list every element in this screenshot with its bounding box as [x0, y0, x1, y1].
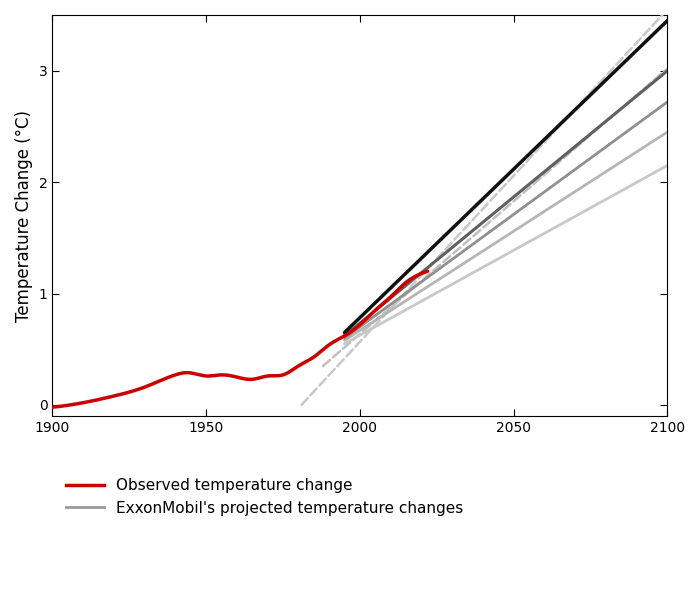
Legend: Observed temperature change, ExxonMobil's projected temperature changes: Observed temperature change, ExxonMobil'…	[60, 472, 470, 522]
Y-axis label: Temperature Change (°C): Temperature Change (°C)	[15, 110, 33, 321]
